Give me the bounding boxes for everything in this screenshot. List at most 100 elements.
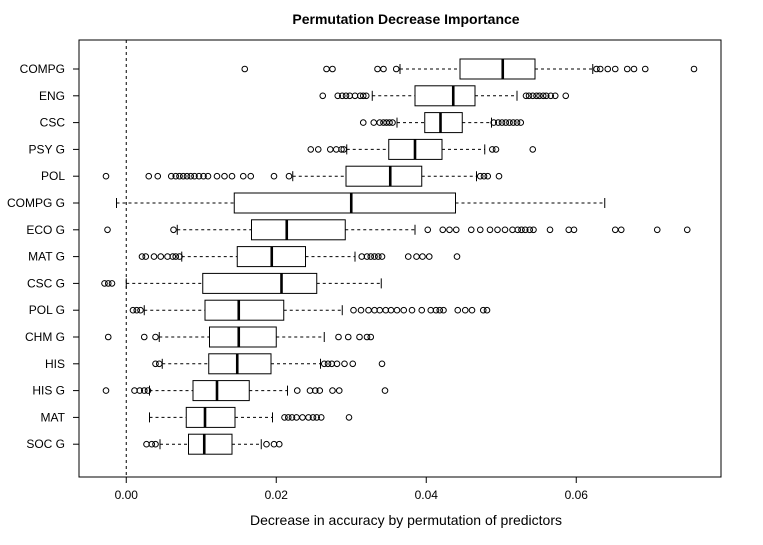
- iqr-box: [459, 58, 536, 80]
- outlier-point: [374, 65, 381, 73]
- outlier-point: [104, 280, 112, 287]
- outlier-point: [195, 172, 203, 180]
- box-group: [104, 326, 375, 348]
- iqr-box: [188, 433, 233, 455]
- outlier-point: [263, 440, 270, 448]
- outlier-point: [311, 387, 319, 394]
- outlier-point: [480, 172, 488, 180]
- outlier-point: [521, 226, 529, 234]
- outlier-point: [239, 172, 247, 180]
- outlier-point: [335, 333, 342, 341]
- box-group: [152, 353, 386, 375]
- outlier-point: [389, 119, 396, 126]
- outlier-point: [102, 387, 110, 394]
- outlier-point: [363, 333, 371, 341]
- box-group: [149, 406, 353, 428]
- y-tick-label: MAT: [41, 410, 66, 424]
- y-tick-label: COMPG: [20, 62, 65, 76]
- outlier-point: [365, 306, 372, 314]
- outlier-point: [317, 414, 325, 421]
- box-group: [104, 219, 691, 241]
- outlier-point: [284, 414, 292, 421]
- outlier-point: [518, 226, 525, 234]
- outlier-point: [179, 172, 187, 180]
- outlier-point: [596, 65, 604, 73]
- iqr-box: [192, 380, 250, 402]
- outlier-point: [176, 172, 183, 180]
- outlier-point: [418, 306, 426, 314]
- outlier-point: [288, 414, 296, 421]
- outlier-point: [425, 253, 433, 260]
- outlier-point: [514, 226, 522, 234]
- box-group: [138, 246, 461, 268]
- outlier-point: [142, 253, 150, 260]
- outlier-point: [525, 92, 533, 100]
- outlier-point: [498, 119, 506, 126]
- outlier-point: [367, 333, 375, 341]
- outlier-point: [342, 92, 350, 100]
- outlier-point: [140, 387, 148, 394]
- iqr-box: [185, 406, 236, 428]
- outlier-point: [326, 146, 334, 153]
- outlier-point: [341, 360, 348, 368]
- outlier-point: [228, 172, 236, 180]
- outlier-point: [183, 172, 191, 180]
- y-tick-label: CSC G: [27, 276, 65, 290]
- outlier-point: [344, 333, 352, 341]
- outlier-point: [371, 253, 378, 260]
- outlier-point: [509, 119, 517, 126]
- box-group: [101, 272, 382, 294]
- outlier-point: [522, 92, 530, 100]
- outlier-point: [241, 65, 249, 73]
- outlier-point: [191, 172, 198, 180]
- outlier-point: [380, 65, 387, 73]
- outlier-point: [359, 92, 367, 100]
- outlier-point: [136, 387, 144, 394]
- outlier-point: [154, 172, 162, 180]
- y-tick-label: ENG: [39, 89, 65, 103]
- outlier-point: [476, 226, 484, 234]
- outlier-point: [547, 92, 555, 100]
- outlier-point: [167, 172, 175, 180]
- outlier-point: [213, 172, 221, 180]
- outlier-point: [413, 253, 420, 260]
- x-tick-label: 0.00: [115, 488, 139, 502]
- outlier-point: [400, 306, 408, 314]
- outlier-point: [170, 226, 177, 234]
- outlier-point: [653, 226, 661, 234]
- outlier-point: [479, 306, 487, 314]
- outlier-point: [108, 280, 116, 287]
- outlier-point: [604, 65, 612, 73]
- outlier-point: [467, 226, 475, 234]
- outlier-point: [323, 65, 330, 73]
- outlier-point: [309, 414, 317, 421]
- outlier-point: [393, 306, 401, 314]
- outlier-point: [187, 172, 195, 180]
- iqr-box: [208, 353, 272, 375]
- outlier-point: [630, 65, 638, 73]
- outlier-point: [338, 146, 345, 153]
- outlier-point: [376, 119, 384, 126]
- box-group: [129, 299, 491, 321]
- outlier-point: [157, 253, 165, 260]
- box-group: [143, 433, 283, 455]
- outlier-point: [424, 226, 432, 234]
- outlier-point: [356, 333, 363, 341]
- outlier-point: [623, 65, 631, 73]
- outlier-point: [453, 253, 461, 260]
- outlier-point: [408, 306, 416, 314]
- outlier-point: [101, 280, 108, 287]
- y-tick-label: ECO G: [26, 223, 65, 237]
- outlier-point: [529, 92, 537, 100]
- iqr-box: [233, 192, 456, 214]
- outlier-point: [370, 119, 378, 126]
- outlier-point: [152, 333, 159, 341]
- outlier-point: [546, 226, 554, 234]
- x-tick-label: 0.04: [415, 488, 439, 502]
- outlier-point: [221, 172, 228, 180]
- outlier-point: [102, 172, 110, 180]
- outlier-point: [316, 387, 324, 394]
- outlier-point: [138, 253, 146, 260]
- iqr-box: [424, 112, 463, 134]
